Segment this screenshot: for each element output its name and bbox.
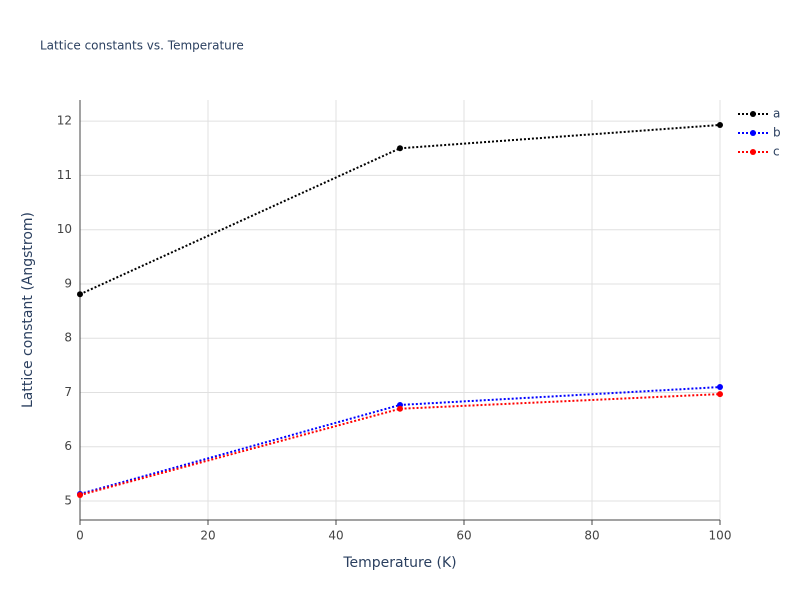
legend-marker: [750, 130, 756, 136]
y-tick-label: 8: [64, 331, 72, 345]
marker: [717, 384, 723, 391]
series-line: [79, 393, 721, 497]
y-tick-label: 7: [64, 385, 72, 399]
legend-marker: [750, 149, 756, 155]
legend-label: c: [773, 145, 780, 159]
marker: [717, 391, 723, 398]
series-line: [79, 123, 721, 296]
legend-marker: [750, 111, 756, 117]
x-tick-label: 80: [584, 529, 599, 543]
y-tick-label: 9: [64, 276, 72, 290]
x-tick-label: 60: [456, 529, 471, 543]
x-axis-label: Temperature (K): [342, 555, 456, 571]
marker: [77, 492, 83, 499]
marker: [397, 145, 403, 152]
y-tick-label: 5: [64, 494, 72, 508]
y-tick-label: 10: [57, 222, 72, 236]
y-tick-label: 11: [57, 168, 72, 182]
marker: [77, 291, 83, 298]
marker: [717, 121, 723, 128]
y-tick-label: 6: [64, 439, 72, 453]
marker: [397, 405, 403, 412]
y-axis-label: Lattice constant (Angstrom): [20, 212, 36, 408]
x-tick-label: 100: [709, 529, 732, 543]
y-tick-label: 12: [57, 114, 72, 128]
chart-title: Lattice constants vs. Temperature: [40, 39, 244, 53]
x-tick-label: 40: [328, 529, 343, 543]
legend-label: a: [773, 107, 780, 121]
x-tick-label: 20: [200, 529, 215, 543]
legend-label: b: [773, 126, 781, 140]
x-tick-label: 0: [76, 529, 84, 543]
